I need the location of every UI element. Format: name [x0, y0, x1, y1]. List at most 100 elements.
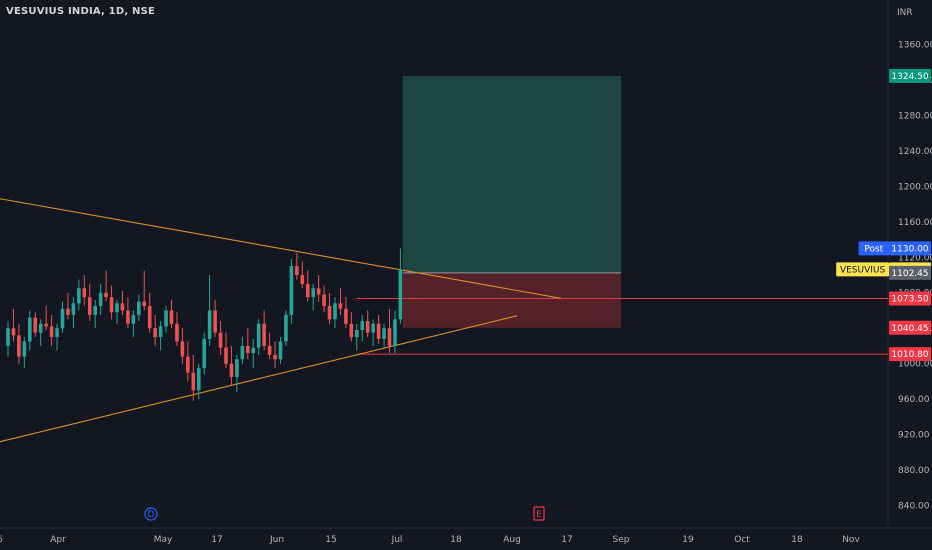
candle — [311, 283, 315, 311]
candle-body — [251, 347, 256, 354]
candle — [207, 275, 212, 346]
candle-body — [142, 301, 147, 307]
candle-body — [349, 323, 354, 338]
price-tags: 1324.501130.00Post1106.30VESUVIUS1102.45… — [836, 68, 931, 362]
trendline-upper[interactable] — [0, 198, 562, 299]
candle — [33, 312, 38, 338]
candle — [360, 314, 365, 342]
x-tick-label: Sep — [613, 535, 630, 545]
candle — [333, 297, 337, 329]
x-tick-label: May — [154, 535, 173, 545]
y-tick-label: 920.00 — [898, 431, 930, 441]
profit-zone[interactable] — [402, 75, 621, 273]
candle — [11, 308, 16, 342]
candle-body — [240, 345, 245, 360]
x-tick-label: Jul — [391, 535, 403, 545]
candle-body — [316, 288, 321, 295]
candle-body — [235, 359, 239, 377]
price-tag-value: 1130.00 — [891, 244, 928, 254]
candle — [300, 261, 305, 289]
candle-body — [311, 288, 315, 298]
candle — [55, 323, 59, 351]
candle — [28, 310, 32, 351]
x-tick-label: 18 — [450, 535, 462, 545]
candle — [126, 297, 130, 329]
candle — [322, 285, 326, 313]
y-tick-label: 1120.00 — [898, 253, 932, 263]
loss-zone[interactable] — [402, 272, 621, 328]
price-tag-value: 1102.45 — [891, 269, 928, 279]
candle-body — [196, 368, 201, 391]
candle — [349, 312, 354, 342]
candle-body — [66, 308, 70, 315]
trendline-lower[interactable] — [0, 315, 518, 443]
candle-body — [186, 356, 190, 373]
candle-body — [305, 283, 310, 298]
event-marker-label: E — [536, 510, 542, 520]
candle — [49, 314, 54, 346]
horizontal-lines[interactable] — [357, 298, 888, 355]
candle — [376, 314, 381, 345]
candle — [355, 323, 359, 351]
candle-body — [28, 317, 32, 342]
earnings-icon[interactable] — [533, 506, 545, 521]
candle — [77, 279, 81, 311]
price-tag-bg — [889, 320, 931, 335]
y-tick-label: 1240.00 — [898, 147, 932, 157]
candle — [262, 310, 266, 351]
price-tag-bg — [889, 68, 931, 83]
candle — [98, 283, 103, 315]
candle-body — [44, 323, 48, 327]
candle-body — [22, 341, 27, 357]
candle — [393, 310, 397, 354]
event-marker[interactable]: E — [533, 506, 545, 521]
candle — [158, 321, 163, 351]
candle — [327, 292, 332, 324]
position-zones[interactable] — [402, 75, 621, 328]
candle-body — [87, 297, 92, 315]
price-tag: 1040.45 — [889, 320, 931, 335]
candle — [256, 319, 261, 355]
price-tag-value: 1040.45 — [891, 324, 928, 334]
candle — [120, 290, 125, 315]
candle — [284, 310, 288, 346]
x-tick-label: Oct — [734, 535, 750, 545]
candle-body — [262, 323, 266, 346]
candle — [382, 323, 386, 348]
candle-body — [273, 354, 277, 360]
candle — [169, 299, 174, 329]
price-axis[interactable]: INR1360.001320.001280.001240.001200.0011… — [897, 8, 932, 512]
candle-body — [175, 323, 179, 342]
candle — [278, 337, 283, 364]
candle-body — [327, 306, 332, 320]
candle — [267, 332, 272, 360]
candle — [289, 259, 294, 324]
trendlines[interactable] — [0, 198, 562, 443]
price-tag-value: 1324.50 — [891, 72, 928, 82]
dividend-icon[interactable] — [144, 507, 158, 521]
price-tag-bg — [889, 291, 931, 306]
y-tick-label: 1000.00 — [898, 360, 932, 370]
candle — [196, 363, 201, 400]
event-marker[interactable]: D — [144, 507, 158, 521]
candle-body — [246, 345, 250, 354]
y-tick-label: 1160.00 — [898, 218, 932, 228]
price-tag-label: VESUVIUS — [840, 265, 886, 275]
candle-body — [393, 319, 397, 346]
candle-body — [229, 363, 234, 377]
candle-body — [300, 275, 305, 284]
candle-body — [164, 310, 168, 327]
candle — [17, 323, 21, 364]
candle — [387, 308, 392, 354]
candle-body — [344, 308, 348, 324]
candle-body — [376, 323, 381, 339]
x-tick-label: 17 — [561, 535, 572, 545]
candle — [235, 354, 239, 393]
currency-label: INR — [897, 8, 913, 18]
candle — [93, 299, 97, 329]
candle-body — [98, 292, 103, 307]
time-axis[interactable]: 6 Apr May 17 Jun 15 Jul 18 Aug 17 Sep 19 Oct 18 Nov — [0, 535, 860, 545]
candle-body — [6, 328, 10, 346]
